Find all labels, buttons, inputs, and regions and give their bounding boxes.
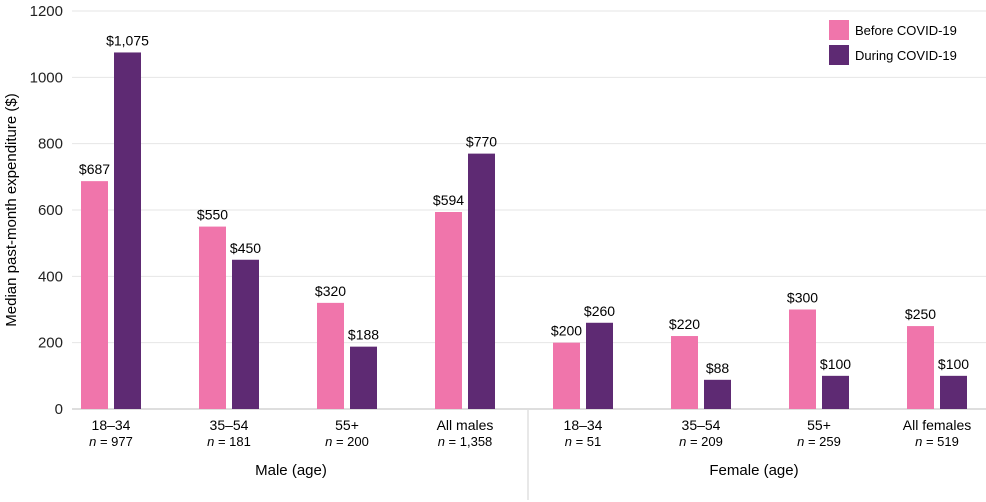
bar-during: [232, 259, 259, 409]
bar-before: [435, 211, 462, 409]
bar-value-label: $100: [820, 356, 851, 372]
group-label-female: Female (age): [709, 462, 798, 479]
x-category-n: n = 181: [207, 434, 251, 449]
bar-value-label: $300: [787, 290, 818, 306]
y-tick-label: 600: [38, 202, 63, 219]
bar-value-label: $1,075: [106, 32, 149, 48]
x-category-n: n = 1,358: [438, 434, 493, 449]
legend: Before COVID-19 During COVID-19: [829, 20, 957, 65]
x-category-label: 55+: [807, 417, 831, 433]
bar-value-label: $250: [905, 306, 936, 322]
bar-before: [907, 326, 934, 409]
x-category-n: n = 51: [565, 434, 602, 449]
x-category-label: 18–34: [92, 417, 131, 433]
bar-value-label: $687: [79, 161, 110, 177]
bar-during: [114, 52, 141, 409]
group-label-male: Male (age): [255, 462, 327, 479]
y-tick-label: 1000: [30, 69, 63, 86]
x-category-label: All males: [437, 417, 494, 433]
x-category-label: 35–54: [682, 417, 721, 433]
bar-value-label: $200: [551, 323, 582, 339]
x-category-label: 55+: [335, 417, 359, 433]
bar-during: [822, 375, 849, 409]
bar-before: [671, 336, 698, 409]
y-tick-label: 0: [55, 401, 63, 418]
bar-value-label: $220: [669, 316, 700, 332]
bars: [81, 52, 967, 409]
x-category-n: n = 259: [797, 434, 841, 449]
y-tick-label: 400: [38, 268, 63, 285]
bar-during: [940, 375, 967, 409]
legend-label-before: Before COVID-19: [855, 23, 957, 38]
bar-before: [317, 302, 344, 409]
bar-value-label: $770: [466, 134, 497, 150]
bar-before: [199, 226, 226, 409]
legend-swatch-during: [829, 45, 849, 65]
bar-value-label: $188: [348, 327, 379, 343]
y-tick-label: 800: [38, 136, 63, 153]
bar-during: [586, 322, 613, 409]
bar-value-label: $260: [584, 303, 615, 319]
bar-during: [468, 153, 495, 409]
bar-value-label: $100: [938, 356, 969, 372]
bar-value-labels: $687$1,075$550$450$320$188$594$770$200$2…: [79, 32, 969, 375]
bar-during: [704, 379, 731, 409]
legend-swatch-before: [829, 20, 849, 40]
bar-value-label: $88: [706, 360, 730, 376]
x-category-n: n = 200: [325, 434, 369, 449]
y-tick-label: 1200: [30, 3, 63, 20]
bar-during: [350, 346, 377, 409]
bar-value-label: $450: [230, 240, 261, 256]
y-axis-ticks: 0 200 400 600 800 1000 1200: [30, 3, 63, 418]
x-category-n: n = 519: [915, 434, 959, 449]
y-tick-label: 200: [38, 335, 63, 352]
bar-value-label: $594: [433, 192, 464, 208]
bar-before: [789, 309, 816, 409]
x-category-label: 18–34: [564, 417, 603, 433]
y-axis-label: Median past-month expenditure ($): [3, 93, 20, 326]
bar-before: [81, 181, 108, 409]
bar-value-label: $320: [315, 283, 346, 299]
x-category-n: n = 977: [89, 434, 133, 449]
x-category-label: All females: [903, 417, 971, 433]
x-category-n: n = 209: [679, 434, 723, 449]
x-category-label: 35–54: [210, 417, 249, 433]
bar-before: [553, 342, 580, 409]
bar-value-label: $550: [197, 207, 228, 223]
legend-label-during: During COVID-19: [855, 48, 957, 63]
